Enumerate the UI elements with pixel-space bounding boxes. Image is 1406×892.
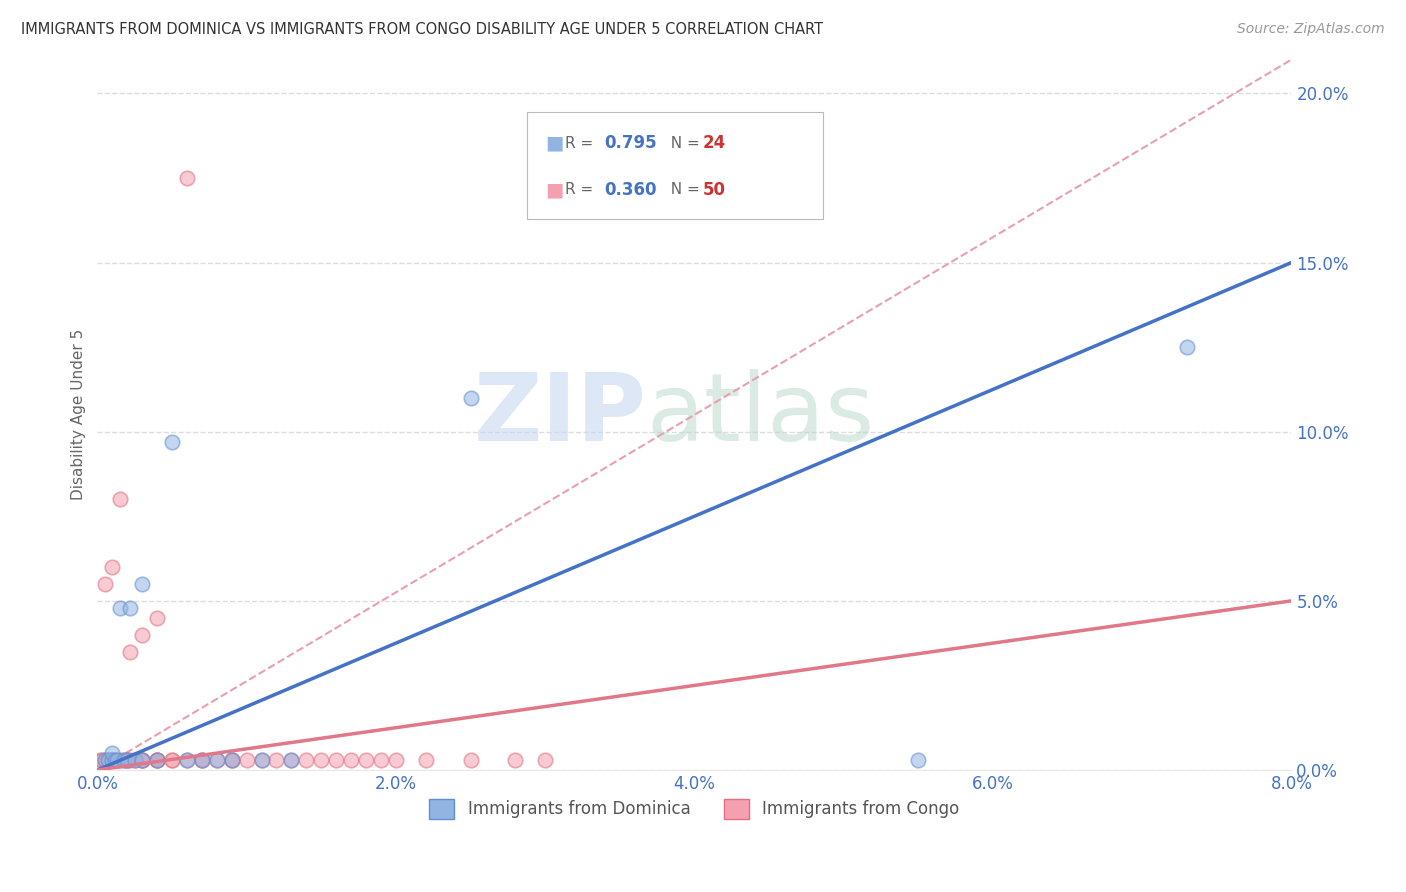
Text: ■: ■ — [546, 134, 564, 153]
Point — [115, 753, 138, 767]
Text: Source: ZipAtlas.com: Source: ZipAtlas.com — [1237, 22, 1385, 37]
Text: N =: N = — [661, 182, 704, 197]
Point — [90, 753, 112, 767]
Point — [160, 434, 183, 449]
Point — [101, 753, 124, 767]
Point — [146, 611, 169, 625]
Point — [101, 746, 124, 760]
Point — [191, 753, 214, 767]
Text: N =: N = — [661, 136, 704, 151]
Point — [340, 753, 363, 767]
Point — [108, 600, 131, 615]
Point — [460, 753, 482, 767]
Point — [89, 753, 111, 767]
Point — [131, 753, 153, 767]
Point — [146, 753, 169, 767]
Point — [115, 753, 138, 767]
Point — [309, 753, 332, 767]
Point — [101, 753, 124, 767]
Point — [94, 577, 117, 591]
Point — [105, 753, 128, 767]
Point — [131, 753, 153, 767]
Point — [108, 753, 131, 767]
Point — [104, 753, 127, 767]
Point — [205, 753, 228, 767]
Point — [112, 753, 135, 767]
Point — [460, 391, 482, 405]
Point — [97, 753, 120, 767]
Point — [221, 753, 243, 767]
Point — [266, 753, 288, 767]
Point — [503, 753, 526, 767]
Point — [235, 753, 257, 767]
Text: R =: R = — [565, 136, 599, 151]
Point — [534, 753, 557, 767]
Text: IMMIGRANTS FROM DOMINICA VS IMMIGRANTS FROM CONGO DISABILITY AGE UNDER 5 CORRELA: IMMIGRANTS FROM DOMINICA VS IMMIGRANTS F… — [21, 22, 824, 37]
Text: ■: ■ — [546, 180, 564, 199]
Text: 0.360: 0.360 — [605, 180, 657, 199]
Point — [104, 753, 127, 767]
Point — [1175, 340, 1198, 354]
Point — [907, 753, 929, 767]
Point — [94, 753, 117, 767]
Point — [160, 753, 183, 767]
Text: R =: R = — [565, 182, 599, 197]
Point — [280, 753, 302, 767]
Point — [325, 753, 347, 767]
Point — [146, 753, 169, 767]
Point — [295, 753, 318, 767]
Point — [97, 753, 120, 767]
Point — [250, 753, 273, 767]
Text: atlas: atlas — [647, 368, 875, 461]
Point — [115, 753, 138, 767]
Point — [191, 753, 214, 767]
Point — [221, 753, 243, 767]
Text: 0.795: 0.795 — [605, 135, 657, 153]
Point — [191, 753, 214, 767]
Point — [98, 753, 121, 767]
Point — [176, 753, 198, 767]
Point — [131, 753, 153, 767]
Legend: Immigrants from Dominica, Immigrants from Congo: Immigrants from Dominica, Immigrants fro… — [423, 792, 966, 826]
Point — [131, 753, 153, 767]
Point — [385, 753, 408, 767]
Point — [131, 577, 153, 591]
Point — [120, 600, 142, 615]
Point — [354, 753, 377, 767]
Point — [108, 492, 131, 507]
Point — [415, 753, 437, 767]
Text: 50: 50 — [703, 180, 725, 199]
Point — [205, 753, 228, 767]
Point — [124, 753, 146, 767]
Point — [101, 753, 124, 767]
Point — [221, 753, 243, 767]
Point — [280, 753, 302, 767]
Point — [124, 753, 146, 767]
Point — [146, 753, 169, 767]
Text: ZIP: ZIP — [474, 368, 647, 461]
Point — [160, 753, 183, 767]
Point — [250, 753, 273, 767]
Y-axis label: Disability Age Under 5: Disability Age Under 5 — [72, 329, 86, 500]
Point — [112, 753, 135, 767]
Point — [120, 644, 142, 658]
Point — [370, 753, 392, 767]
Point — [94, 753, 117, 767]
Point — [120, 753, 142, 767]
Point — [176, 753, 198, 767]
Text: 24: 24 — [703, 135, 727, 153]
Point — [176, 171, 198, 186]
Point — [101, 560, 124, 574]
Point — [131, 628, 153, 642]
Point — [146, 753, 169, 767]
